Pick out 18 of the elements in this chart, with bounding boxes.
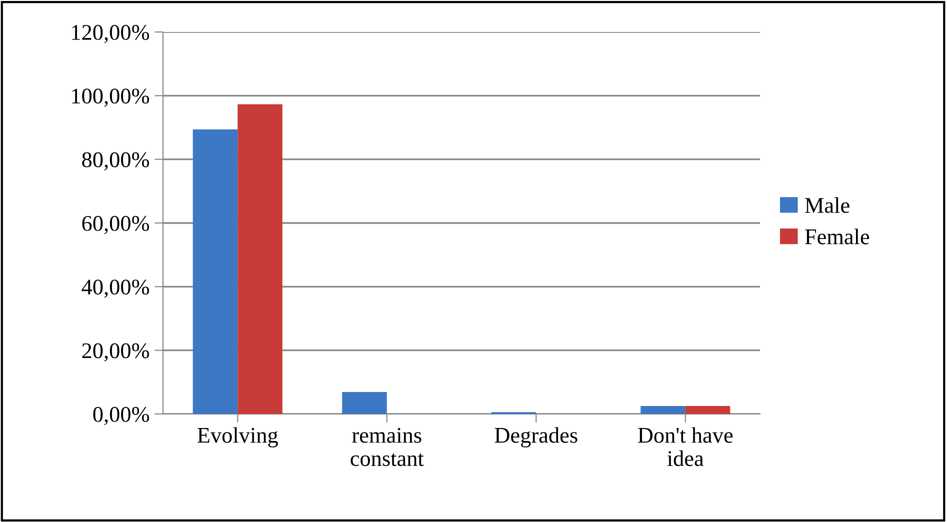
y-tick-label: 120,00% [72, 24, 150, 44]
x-tick-label: Degrades [494, 427, 578, 448]
x-tick-label: remains constant [350, 428, 424, 466]
y-tick-label: 0,00% [93, 406, 150, 426]
bar [192, 129, 238, 414]
y-tick-label: 80,00% [82, 152, 150, 170]
y-tick-label: 60,00% [82, 216, 150, 234]
y-tick-label: 100,00% [72, 88, 150, 107]
legend-label: Female [805, 228, 870, 244]
legend-label: Male [805, 197, 850, 213]
bar [685, 406, 730, 414]
x-tick-label: Don't have idea [638, 427, 733, 466]
x-tick-label: Evolving [198, 427, 278, 448]
y-tick-label: 20,00% [82, 343, 150, 362]
bar [238, 104, 282, 414]
y-tick-label: 40,00% [82, 280, 150, 298]
bar [342, 392, 387, 414]
bar [640, 406, 686, 414]
